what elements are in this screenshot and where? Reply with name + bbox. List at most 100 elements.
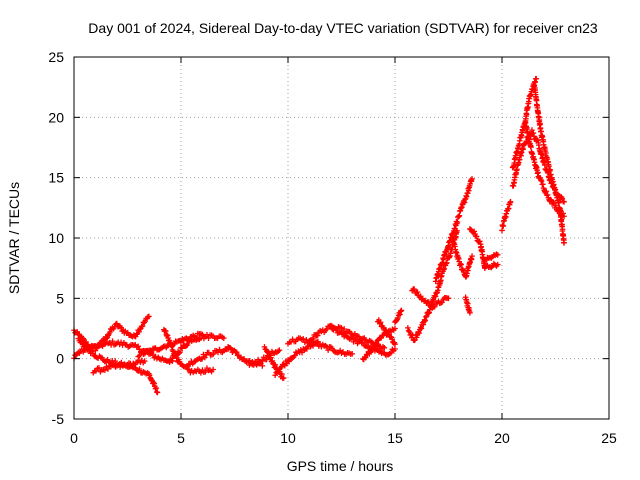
data-point [533,75,540,82]
data-point [469,253,475,259]
data-point [317,341,323,347]
data-point [366,351,373,357]
chart-title: Day 001 of 2024, Sidereal Day-to-day VTE… [88,20,598,36]
data-point [114,320,120,327]
data-point [397,308,404,315]
data-point [85,344,92,351]
data-point [202,369,209,375]
x-tick-label: 15 [387,430,403,446]
data-point [105,366,111,372]
data-point [476,238,483,245]
data-point [300,336,307,342]
data-point [276,347,283,354]
data-point [198,370,204,376]
y-tick-label: 0 [56,351,64,367]
data-point [136,352,143,359]
data-point [259,357,266,364]
data-point [325,347,331,353]
track-t27 [499,199,514,234]
data-point [547,166,553,173]
data-point [458,261,464,268]
data-point [333,326,339,333]
y-tick-label: 5 [56,290,64,306]
data-point [233,349,240,356]
data-point [362,354,369,361]
data-point [280,361,287,368]
data-point [370,347,376,353]
y-tick-label: 15 [48,170,64,186]
data-point [102,367,108,374]
data-point [392,341,398,347]
data-point [547,196,554,203]
data-point [279,371,285,377]
data-point [529,127,535,133]
track-t25 [482,251,501,264]
track-t31 [531,82,567,246]
data-point [128,363,135,370]
data-point [452,226,458,232]
data-point [96,365,102,371]
data-point [104,356,111,363]
data-point [471,228,477,235]
data-point [383,327,389,333]
x-tick-label: 0 [70,430,78,446]
data-point [561,199,567,205]
data-point [558,216,565,223]
data-point [425,299,432,305]
data-point [417,293,424,300]
x-axis-label: GPS time / hours [287,458,394,474]
data-point [112,358,119,364]
data-point [308,336,315,343]
track-t22 [449,237,475,280]
data-point [186,366,192,373]
y-tick-label: 25 [48,49,64,65]
data-point [280,375,287,381]
y-tick-label: 10 [48,230,64,246]
track-t5 [135,330,206,360]
data-point [445,295,452,302]
data-point [184,342,191,348]
data-point [133,331,140,338]
data-point [376,320,383,327]
data-point [561,240,567,246]
data-point [405,327,412,334]
data-point [137,326,143,333]
data-point [431,303,438,310]
data-point [559,195,566,202]
data-point [381,345,388,351]
data-point [139,323,146,329]
data-point [397,311,403,318]
data-point [299,349,305,356]
data-point [392,346,398,352]
data-point [422,317,429,324]
data-point [272,361,278,368]
data-point [253,360,260,366]
data-point [221,335,227,341]
data-point [395,315,401,321]
track-t7 [167,331,227,364]
data-point [109,338,116,344]
data-point [269,358,276,364]
data-point [266,352,273,358]
track-t6 [161,326,216,376]
data-point [272,372,278,379]
data-point [454,219,461,225]
data-point [556,200,562,206]
data-point [414,289,421,295]
data-point [177,349,183,355]
data-point [153,385,159,391]
data-point [464,270,470,277]
data-point [543,188,550,195]
data-point [199,332,206,339]
data-point [349,351,355,357]
data-point [469,176,475,182]
data-point [513,154,519,161]
track-t18 [392,307,405,325]
track-t17 [375,317,398,347]
track-t4 [90,357,148,376]
data-point [356,333,362,340]
data-point [425,310,432,317]
data-point [392,325,398,332]
track-t26 [482,260,501,271]
